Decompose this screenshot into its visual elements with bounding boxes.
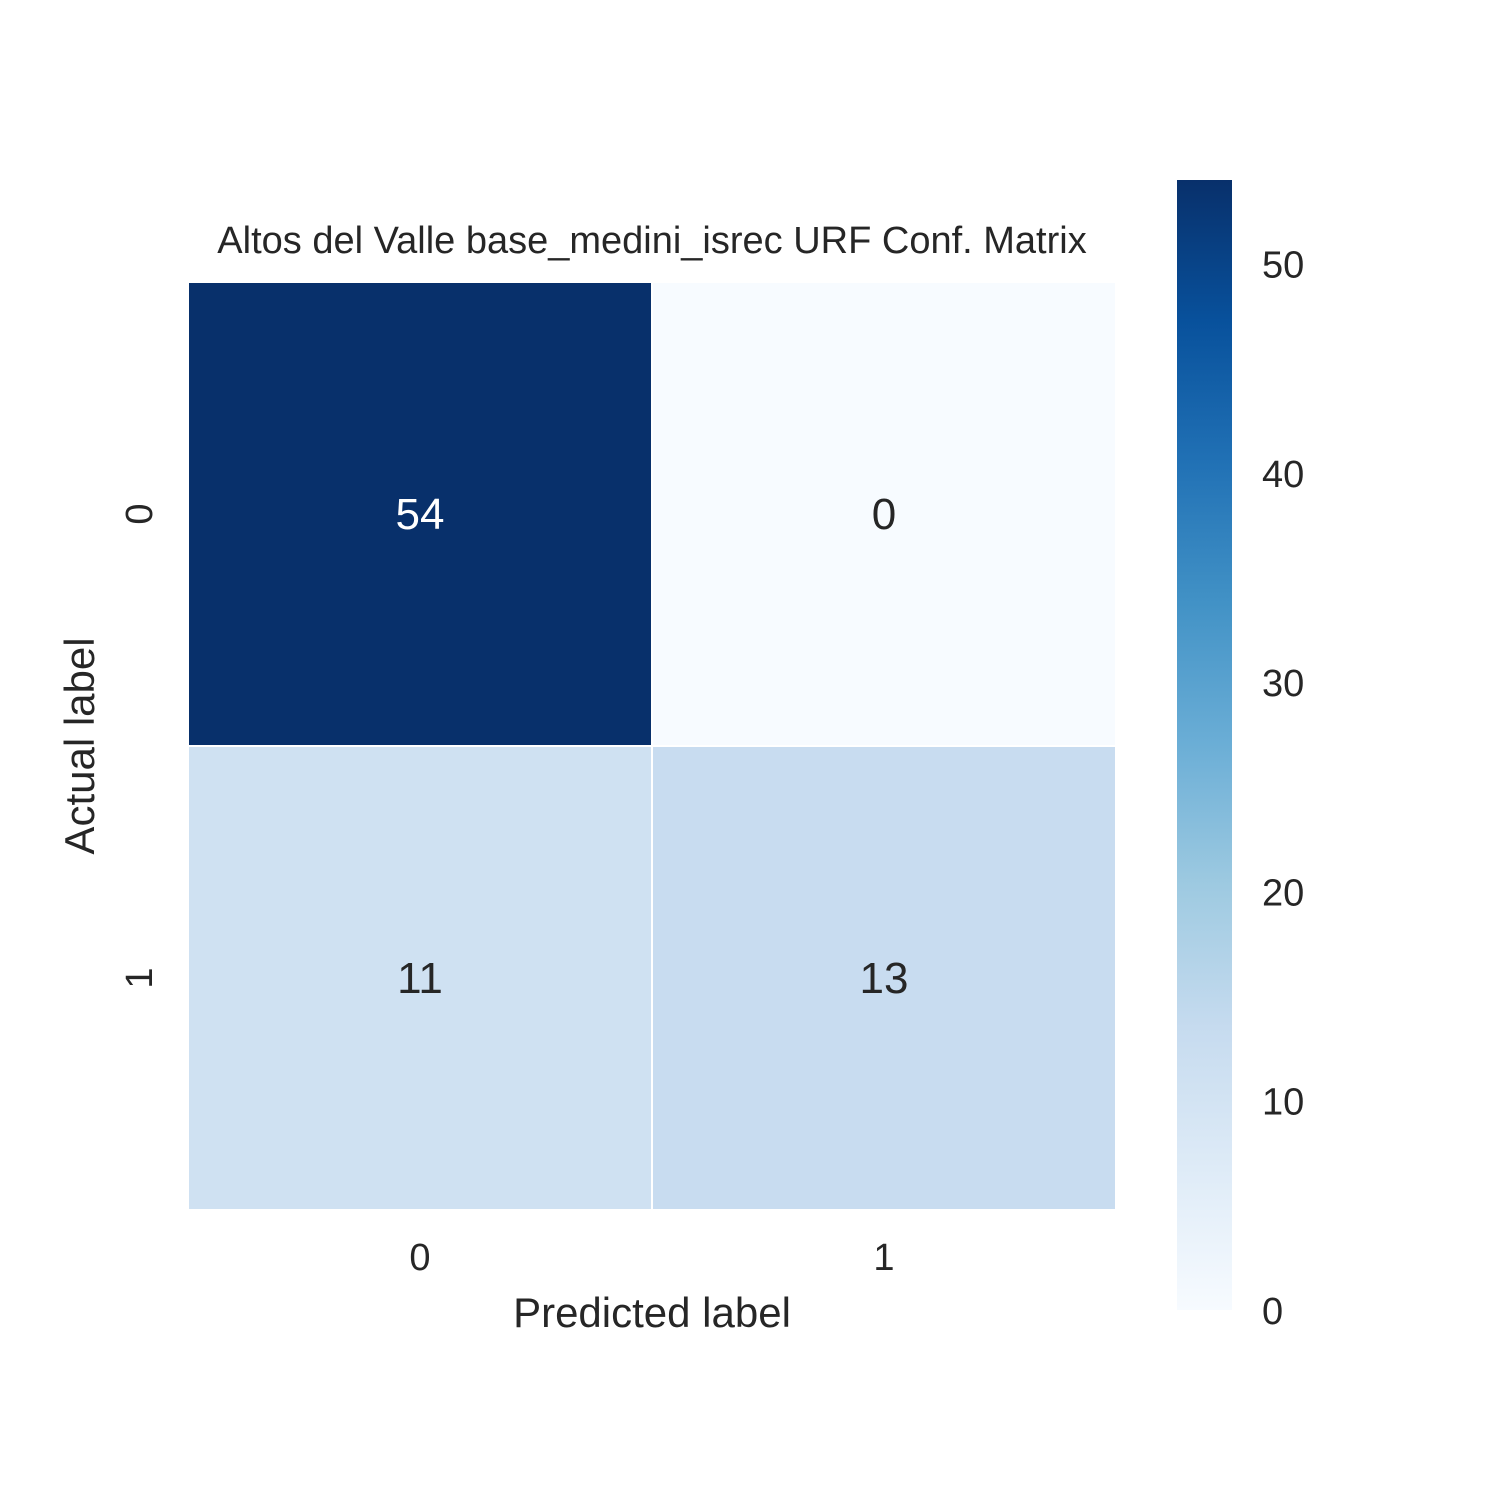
cell-value-label: 11 bbox=[397, 954, 443, 1003]
colorbar-tick-label: 50 bbox=[1262, 245, 1304, 287]
heatmap-cell bbox=[651, 745, 1117, 1211]
colorbar bbox=[1177, 180, 1232, 1310]
x-axis-label: Predicted label bbox=[513, 1289, 791, 1336]
cell-value-label: 0 bbox=[872, 490, 896, 539]
cell-value-label: 13 bbox=[860, 954, 909, 1003]
x-tick-label: 1 bbox=[873, 1237, 894, 1279]
heatmap-cell bbox=[187, 281, 653, 747]
x-tick-label: 0 bbox=[409, 1237, 430, 1279]
y-axis-label: Actual label bbox=[56, 637, 103, 854]
y-tick-labels: 01 bbox=[119, 503, 161, 988]
y-tick-label: 1 bbox=[119, 967, 161, 988]
chart-title: Altos del Valle base_medini_isrec URF Co… bbox=[217, 220, 1086, 262]
heatmap-cell bbox=[187, 745, 653, 1211]
heatmap-cell bbox=[651, 281, 1117, 747]
colorbar-tick-labels: 0 10 20 30 40 50 bbox=[1262, 245, 1304, 1333]
colorbar-tick-label: 40 bbox=[1262, 454, 1304, 496]
colorbar-tick-label: 20 bbox=[1262, 872, 1304, 914]
y-tick-label: 0 bbox=[119, 503, 161, 524]
colorbar-tick-label: 10 bbox=[1262, 1082, 1304, 1124]
heatmap-annotations: 54 0 11 13 bbox=[396, 490, 909, 1003]
colorbar-tick-label: 30 bbox=[1262, 663, 1304, 705]
cell-value-label: 54 bbox=[396, 490, 445, 539]
colorbar-tick-label: 0 bbox=[1262, 1291, 1283, 1333]
heatmap-cells bbox=[187, 281, 1117, 1211]
